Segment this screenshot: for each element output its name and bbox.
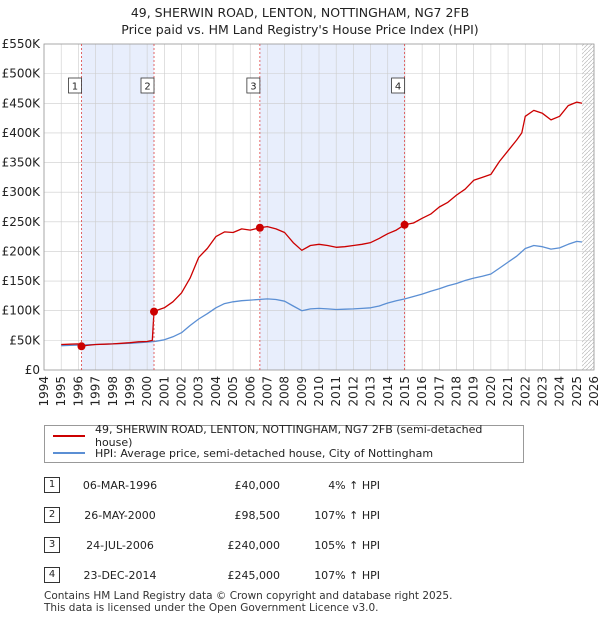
x-tick-label: 2023 bbox=[535, 376, 549, 407]
x-tick-label: 2026 bbox=[587, 376, 600, 407]
shaded-range bbox=[81, 44, 154, 370]
x-tick-label: 2008 bbox=[278, 376, 292, 407]
sale-hpi-change: 4% ↑ HPI bbox=[328, 478, 380, 492]
property-series-line bbox=[61, 101, 583, 347]
y-tick-label: £250K bbox=[2, 215, 42, 229]
y-tick-label: £500K bbox=[2, 67, 42, 81]
y-tick-label: £550K bbox=[2, 37, 42, 51]
x-tick-label: 2007 bbox=[260, 376, 274, 407]
sale-badge: 4 bbox=[44, 567, 60, 583]
sale-marker-label: 3 bbox=[250, 82, 256, 93]
legend-swatch-hpi bbox=[53, 452, 85, 454]
x-tick-label: 2017 bbox=[432, 376, 446, 407]
x-tick-label: 2010 bbox=[312, 376, 326, 407]
shaded-range bbox=[259, 44, 405, 370]
x-tick-label: 1997 bbox=[89, 376, 103, 407]
x-tick-label: 1998 bbox=[106, 376, 120, 407]
sale-hpi-change: 107% ↑ HPI bbox=[314, 568, 380, 582]
sale-point bbox=[255, 223, 264, 232]
table-row: 3 24-JUL-2006 £240,000 105% ↑ HPI bbox=[44, 530, 380, 560]
x-tick-label: 2015 bbox=[398, 376, 412, 407]
x-tick-label: 2022 bbox=[518, 376, 532, 407]
y-tick-label: £100K bbox=[2, 304, 42, 318]
sale-hpi-change: 107% ↑ HPI bbox=[314, 508, 380, 522]
x-tick-label: 2000 bbox=[140, 376, 154, 407]
y-tick-label: £400K bbox=[2, 126, 42, 140]
y-tick-label: £300K bbox=[2, 185, 42, 199]
x-tick-label: 2024 bbox=[553, 376, 567, 407]
x-tick-label: 2001 bbox=[157, 376, 171, 407]
chart-title: 49, SHERWIN ROAD, LENTON, NOTTINGHAM, NG… bbox=[130, 5, 470, 20]
y-tick-label: £0 bbox=[25, 363, 40, 377]
sale-price: £240,000 bbox=[227, 538, 281, 552]
y-tick-label: £350K bbox=[2, 156, 42, 170]
x-tick-label: 2021 bbox=[501, 376, 515, 407]
sale-badge: 2 bbox=[44, 507, 60, 523]
sale-date: 26-MAY-2000 bbox=[84, 508, 156, 522]
x-tick-label: 1994 bbox=[37, 376, 51, 407]
sale-price: £245,000 bbox=[227, 568, 281, 582]
y-tick-label: £450K bbox=[2, 96, 42, 110]
x-tick-label: 2011 bbox=[329, 376, 343, 407]
x-tick-label: 2004 bbox=[209, 376, 223, 407]
plot-border bbox=[43, 43, 595, 371]
y-tick-label: £150K bbox=[2, 274, 42, 288]
x-tick-label: 1999 bbox=[123, 376, 137, 407]
footer-line-licence: This data is licensed under the Open Gov… bbox=[44, 602, 379, 614]
x-tick-label: 2009 bbox=[295, 376, 309, 407]
legend-label-property: 49, SHERWIN ROAD, LENTON, NOTTINGHAM, NG… bbox=[94, 423, 483, 449]
sale-date: 24-JUL-2006 bbox=[86, 538, 154, 552]
x-tick-label: 2025 bbox=[570, 376, 584, 407]
sale-price: £40,000 bbox=[234, 478, 281, 492]
sale-point bbox=[77, 342, 86, 351]
x-tick-label: 2019 bbox=[467, 376, 481, 407]
y-tick-label: £50K bbox=[9, 333, 41, 347]
x-tick-label: 2006 bbox=[243, 376, 257, 407]
x-tick-label: 2014 bbox=[381, 376, 395, 407]
chart-subtitle: Price paid vs. HM Land Registry's House … bbox=[121, 22, 479, 37]
sale-date: 23-DEC-2014 bbox=[83, 568, 157, 582]
x-tick-label: 2012 bbox=[346, 376, 360, 407]
sale-date: 06-MAR-1996 bbox=[82, 478, 158, 492]
x-tick-label: 2003 bbox=[192, 376, 206, 407]
x-tick-label: 1995 bbox=[54, 376, 68, 407]
sale-marker-label: 2 bbox=[144, 82, 150, 93]
table-row: 4 23-DEC-2014 £245,000 107% ↑ HPI bbox=[44, 560, 380, 590]
sale-marker-badge bbox=[68, 77, 82, 94]
sale-marker-badge bbox=[140, 77, 155, 94]
legend-item-property: 49, SHERWIN ROAD, LENTON, NOTTINGHAM, NG… bbox=[53, 423, 523, 449]
sale-marker-badge bbox=[246, 77, 261, 94]
sale-price: £98,500 bbox=[234, 508, 281, 522]
x-tick-label: 1996 bbox=[71, 376, 85, 407]
table-row: 2 26-MAY-2000 £98,500 107% ↑ HPI bbox=[44, 500, 380, 530]
sale-hpi-change: 105% ↑ HPI bbox=[314, 538, 380, 552]
chart-legend: 49, SHERWIN ROAD, LENTON, NOTTINGHAM, NG… bbox=[44, 423, 524, 463]
sale-point bbox=[400, 220, 409, 229]
sale-marker-label: 1 bbox=[72, 82, 78, 93]
x-tick-label: 2018 bbox=[450, 376, 464, 407]
x-tick-label: 2013 bbox=[364, 376, 378, 407]
sale-marker-badge bbox=[391, 77, 405, 94]
sale-badge: 3 bbox=[44, 537, 60, 553]
sale-marker-label: 4 bbox=[395, 82, 401, 93]
x-tick-label: 2020 bbox=[484, 376, 498, 407]
footer-attribution: Contains HM Land Registry data © Crown c… bbox=[44, 590, 452, 614]
legend-item-hpi: HPI: Average price, semi-detached house,… bbox=[53, 445, 433, 461]
table-row: 1 06-MAR-1996 £40,000 4% ↑ HPI bbox=[44, 470, 380, 500]
future-hatched-region bbox=[581, 44, 594, 370]
hpi-series-line bbox=[61, 240, 583, 347]
x-tick-label: 2016 bbox=[415, 376, 429, 407]
x-tick-label: 2005 bbox=[226, 376, 240, 407]
legend-label-hpi: HPI: Average price, semi-detached house,… bbox=[95, 446, 434, 460]
legend-swatch-property bbox=[53, 435, 85, 437]
footer-line-copyright: Contains HM Land Registry data © Crown c… bbox=[44, 590, 453, 602]
sales-table: 1 06-MAR-1996 £40,000 4% ↑ HPI 2 26-MAY-… bbox=[44, 470, 380, 590]
x-tick-label: 2002 bbox=[175, 376, 189, 407]
price-chart: £0 £50K £100K £150K £200K £250K £300K £350K £400… bbox=[2, 37, 600, 407]
y-tick-label: £200K bbox=[2, 244, 42, 258]
sale-point bbox=[150, 307, 158, 316]
sale-badge: 1 bbox=[44, 477, 60, 493]
